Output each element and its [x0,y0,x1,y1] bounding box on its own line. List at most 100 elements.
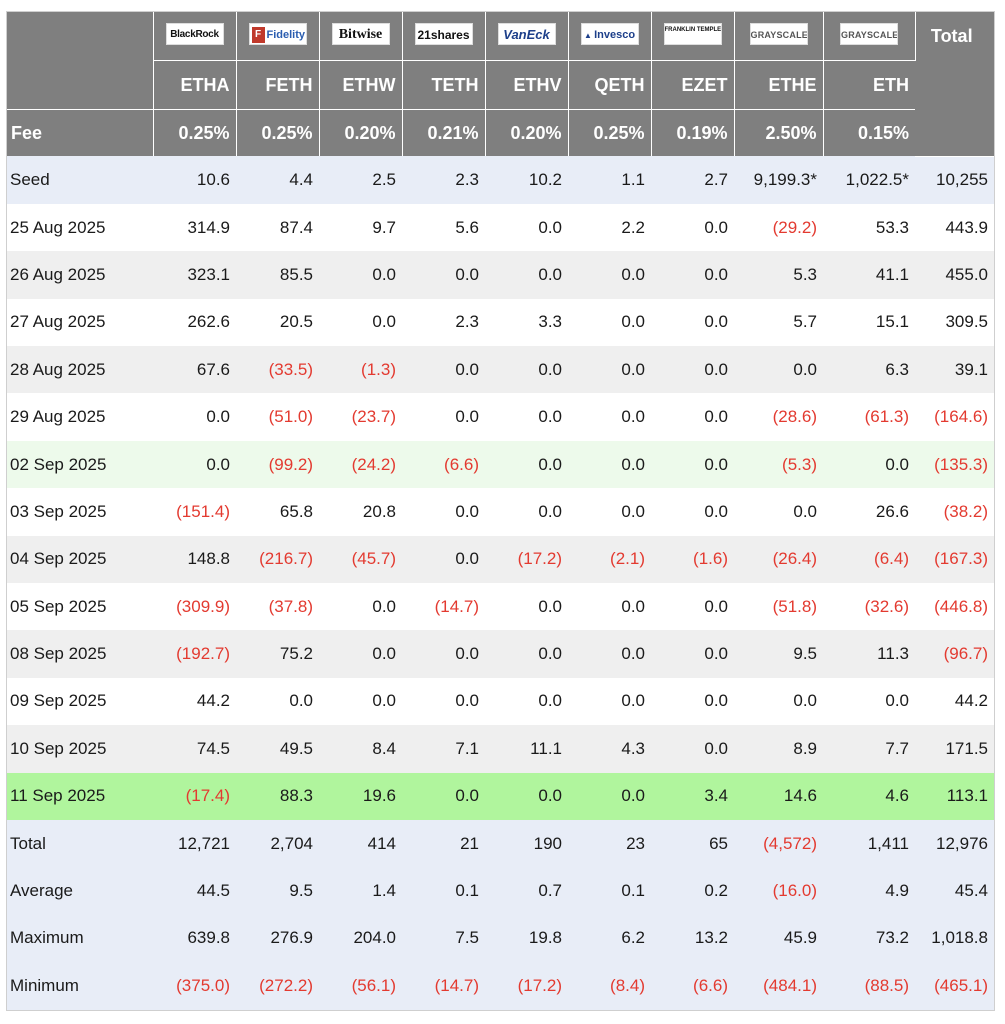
row-total-cell: (465.1) [915,962,994,1010]
flow-value-cell: (37.8) [236,583,319,631]
flow-value-cell: 148.8 [153,535,236,584]
flow-value-cell: (484.1) [734,962,823,1010]
flow-value-cell: 1,022.5* [823,156,915,204]
flow-value-cell: 0.0 [319,630,402,678]
flow-value-cell: 4.6 [823,772,915,820]
fee-cell: 0.15% [823,109,915,156]
flow-value-cell: 2.7 [651,156,734,204]
flow-value-cell: 0.0 [402,535,485,584]
flow-value-cell: (6.6) [651,962,734,1010]
issuer-logo-cell: 21shares [402,12,486,61]
fee-cell: 0.25% [153,109,237,156]
flow-value-cell: 10.2 [485,156,568,204]
ticker-row: ETHA FETH ETHW TETH ETHV QETH EZET ETHE ETH [7,60,994,110]
flow-value-cell: 1,411 [823,819,915,868]
flow-value-cell: 41.1 [823,251,915,299]
flow-value-cell: 4.4 [236,156,319,204]
table-body: Seed 10.6 4.4 2.5 2.3 10.2 1.1 2.7 9,199.3* 1,022… [7,156,994,1010]
row-total-cell: 45.4 [915,867,994,915]
table-row: 28 Aug 2025 67.6 (33.5) (1.3) 0.0 0.0 0.0 0.0 0.… [7,346,994,394]
flow-value-cell: 3.3 [485,298,568,347]
flow-value-cell: 7.1 [402,725,485,773]
issuer-logo: BlackRock [165,22,224,45]
flow-value-cell: (17.2) [485,535,568,584]
flow-value-cell: (17.4) [153,772,236,820]
flow-value-cell: 0.0 [823,677,915,726]
row-label: Total [7,819,153,868]
flow-value-cell: 9.7 [319,203,402,252]
flow-value-cell: 75.2 [236,630,319,678]
flow-value-cell: 6.2 [568,914,651,963]
row-total-cell: 171.5 [915,725,994,773]
flow-value-cell: 0.0 [651,583,734,631]
row-total-cell: (135.3) [915,440,994,489]
row-label: 04 Sep 2025 [7,535,153,584]
issuer-logo-row: BlackRock F Fidelity Bitwise 21shares VanEck ▲… [7,12,994,157]
fee-cell: 0.25% [568,109,652,156]
flow-value-cell: 204.0 [319,914,402,963]
row-total-cell: 443.9 [915,203,994,252]
row-label: Average [7,867,153,915]
row-total-cell: 39.1 [915,346,994,394]
flow-value-cell: 639.8 [153,914,236,963]
issuer-logo: ▲ Invesco [580,22,639,45]
flow-value-cell: 13.2 [651,914,734,963]
flow-value-cell: 73.2 [823,914,915,963]
flow-value-cell: 0.0 [568,583,651,631]
row-total-cell: 10,255 [915,156,994,204]
flow-value-cell: (1.6) [651,535,734,584]
flow-value-cell: 44.2 [153,677,236,726]
flow-value-cell: (33.5) [236,346,319,394]
flow-value-cell: 15.1 [823,298,915,347]
row-label: 05 Sep 2025 [7,583,153,631]
table-row: 26 Aug 2025 323.1 85.5 0.0 0.0 0.0 0.0 0.0 5.3 41… [7,251,994,299]
issuer-logo-cell: Bitwise [319,12,403,61]
flow-value-cell: (216.7) [236,535,319,584]
flow-value-cell: 14.6 [734,772,823,820]
flow-value-cell: 0.0 [651,630,734,678]
issuer-logo-cell: FRANKLIN TEMPLETON [651,12,735,61]
etf-flows-table: BlackRock F Fidelity Bitwise 21shares VanEck ▲… [7,12,994,1010]
flow-value-cell: 0.0 [485,393,568,441]
flow-value-cell: 276.9 [236,914,319,963]
flow-value-cell: 67.6 [153,346,236,394]
flow-value-cell: 0.0 [568,677,651,726]
issuer-name: Fidelity [266,28,306,41]
flow-value-cell: 0.0 [485,203,568,252]
flow-value-cell: (192.7) [153,630,236,678]
ticker-cell: TETH [402,60,486,110]
row-total-cell: 455.0 [915,251,994,299]
flow-value-cell: 19.8 [485,914,568,963]
row-label: 09 Sep 2025 [7,677,153,726]
flow-value-cell: 65.8 [236,488,319,536]
fee-cell: 0.19% [651,109,735,156]
flow-value-cell: 0.0 [568,393,651,441]
ticker-cell: QETH [568,60,652,110]
flow-value-cell: 0.0 [319,583,402,631]
flow-value-cell: 19.6 [319,772,402,820]
flow-value-cell: 12,721 [153,819,236,868]
ticker-cell: ETH [823,60,915,110]
ticker-cell: ETHW [319,60,403,110]
flow-value-cell: 0.0 [823,440,915,489]
flow-value-cell: (88.5) [823,962,915,1010]
issuer-logo-cell: GRAYSCALE [823,12,916,61]
flow-value-cell: (309.9) [153,583,236,631]
row-label: 10 Sep 2025 [7,725,153,773]
issuer-logo-cell: BlackRock [153,12,237,61]
flow-value-cell: (23.7) [319,393,402,441]
row-label: 25 Aug 2025 [7,203,153,252]
flow-value-cell: 0.0 [651,298,734,347]
flow-value-cell: 0.0 [402,251,485,299]
flow-value-cell: 74.5 [153,725,236,773]
row-label: Maximum [7,914,153,963]
issuer-logo: FRANKLIN TEMPLETON [663,22,722,45]
flow-value-cell: 0.0 [734,488,823,536]
flow-value-cell: 0.0 [568,346,651,394]
flow-value-cell: 7.7 [823,725,915,773]
flow-value-cell: 9.5 [236,867,319,915]
row-label: 28 Aug 2025 [7,346,153,394]
flow-value-cell: (32.6) [823,583,915,631]
ticker-cell: FETH [236,60,320,110]
flow-value-cell: 0.0 [734,677,823,726]
